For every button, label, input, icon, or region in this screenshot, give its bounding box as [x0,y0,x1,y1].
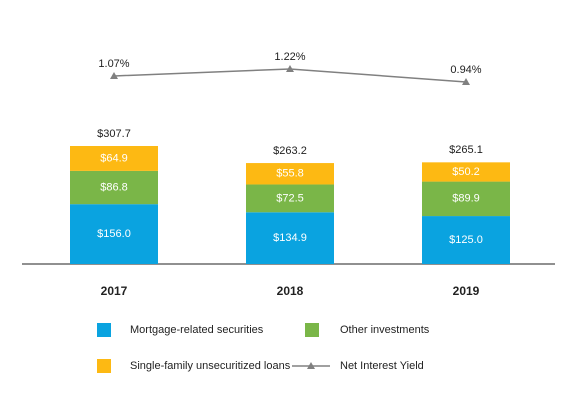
legend-label: Single-family unsecuritized loans [130,360,291,372]
total-label: $263.2 [273,145,307,157]
bar-segment [246,163,334,185]
legend-swatch [305,323,319,337]
value-label: $64.9 [100,152,128,164]
legend-swatch [97,323,111,337]
x-tick-label: 2018 [277,284,304,298]
bar-segment [422,181,510,217]
value-label: $89.9 [452,193,480,205]
bar-segment [246,184,334,213]
value-label: $125.0 [449,234,483,246]
value-label: $86.8 [100,181,128,193]
bar-segment [422,216,510,264]
line-marker [110,71,118,79]
line-value-label: 1.22% [274,51,305,63]
x-tick-label: 2019 [453,284,480,298]
bar-segment [70,204,158,264]
line-value-label: 1.07% [98,58,129,70]
line-marker [286,65,294,72]
legend-label: Other investments [340,324,430,336]
bar-segment [70,146,158,171]
legend-label: Mortgage-related securities [130,324,264,336]
total-label: $307.7 [97,128,131,140]
value-label: $134.9 [273,232,307,244]
line-marker [462,78,470,85]
legend-swatch [97,359,111,373]
value-label: $72.5 [276,192,304,204]
value-label: $156.0 [97,228,131,240]
x-tick-label: 2017 [101,284,128,298]
bar-segment [70,170,158,205]
bar-segment [422,162,510,182]
total-label: $265.1 [449,144,483,156]
legend-label: Net Interest Yield [340,360,424,372]
value-label: $50.2 [452,166,480,178]
line-value-label: 0.94% [450,64,481,76]
value-label: $55.8 [276,168,304,180]
bar-segment [246,212,334,264]
legend-marker [307,362,315,369]
